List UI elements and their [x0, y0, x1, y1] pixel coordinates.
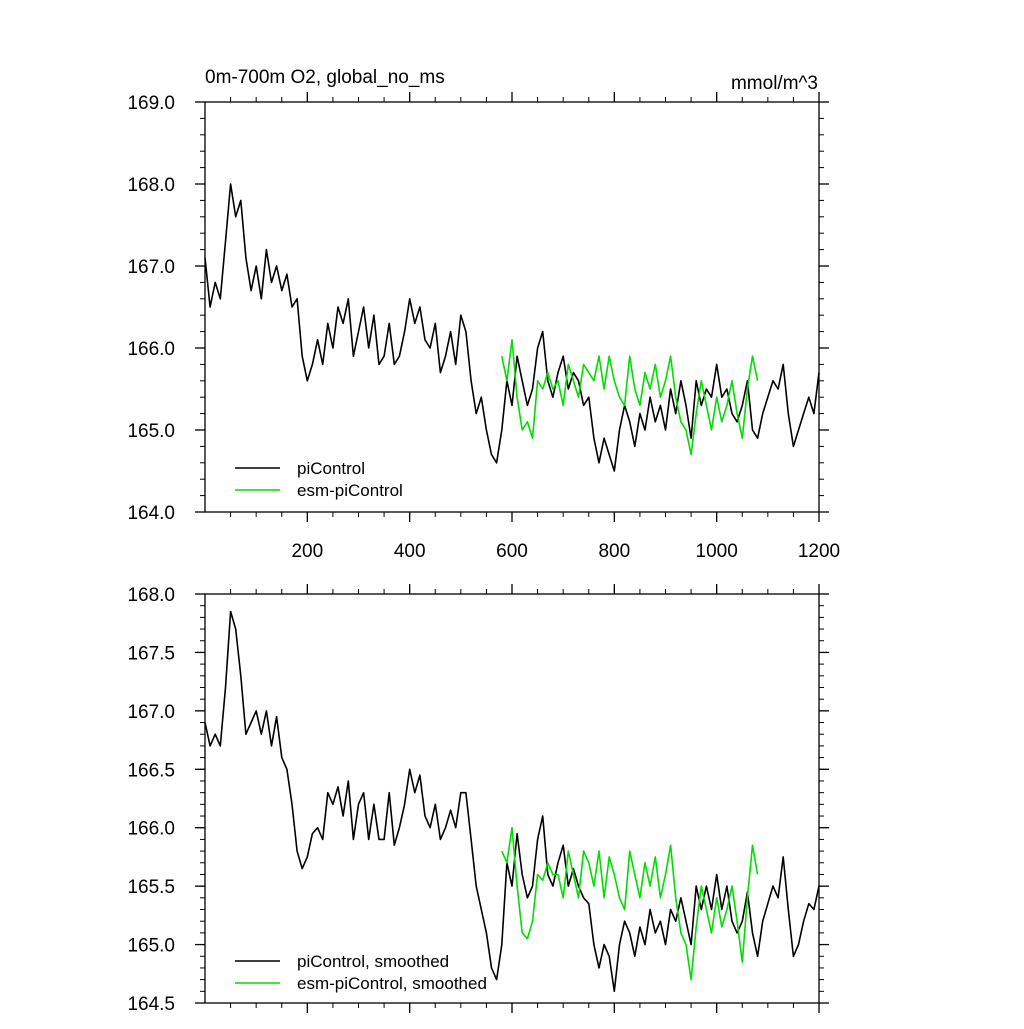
bottom-legend-label: esm-piControl, smoothed — [297, 974, 487, 993]
bottom-y-tick-label: 166.0 — [127, 819, 175, 840]
top-series-line-picontrol — [205, 184, 819, 471]
bottom-y-tick-label: 167.0 — [127, 702, 175, 723]
bottom-series-line-esm-picontrol — [502, 828, 758, 980]
bottom-y-tick-label: 165.5 — [127, 877, 175, 898]
bottom-y-tick-label: 168.0 — [127, 585, 175, 606]
top-axes: 164.0 165.0 166.0 167.0 168.0 169.0 200 400 600 8… — [127, 92, 840, 562]
bottom-series-line-picontrol — [205, 612, 819, 992]
bottom-series-group — [205, 611, 819, 991]
top-y-tick-label: 166.0 — [127, 339, 175, 360]
top-legend: piControl esm-piControl — [235, 459, 403, 500]
top-x-tick-label: 1000 — [696, 541, 738, 562]
top-series-line-esm-picontrol — [502, 340, 758, 455]
top-y-tick-label: 167.0 — [127, 257, 175, 278]
bottom-y-tick-label: 165.0 — [127, 936, 175, 957]
top-x-tick-label: 1200 — [798, 541, 840, 562]
bottom-y-tick-label: 164.5 — [127, 994, 175, 1015]
top-legend-label: esm-piControl — [297, 481, 403, 500]
top-series-group — [205, 184, 819, 471]
top-x-tick-label: 200 — [291, 541, 323, 562]
top-y-tick-label: 169.0 — [127, 93, 175, 114]
bottom-legend: piControl, smoothed esm-piControl, smooth… — [235, 952, 487, 993]
top-chart-units: mmol/m^3 — [731, 73, 818, 94]
bottom-y-tick-label: 166.5 — [127, 760, 175, 781]
top-chart-title: 0m-700m O2, global_no_ms — [205, 67, 445, 88]
top-x-tick-label: 800 — [598, 541, 630, 562]
top-y-tick-label: 165.0 — [127, 421, 175, 442]
bottom-plot-frame — [205, 594, 819, 1003]
top-y-tick-label: 164.0 — [127, 503, 175, 524]
top-x-tick-label: 600 — [496, 541, 528, 562]
bottom-legend-label: piControl, smoothed — [297, 952, 449, 971]
top-x-tick-label: 400 — [394, 541, 426, 562]
top-legend-label: piControl — [297, 459, 365, 478]
bottom-axes: 164.5 165.0 165.5 166.0 166.5 167.0 167.5 168.0 — [127, 584, 829, 1015]
bottom-y-tick-label: 167.5 — [127, 643, 175, 664]
top-y-tick-label: 168.0 — [127, 175, 175, 196]
